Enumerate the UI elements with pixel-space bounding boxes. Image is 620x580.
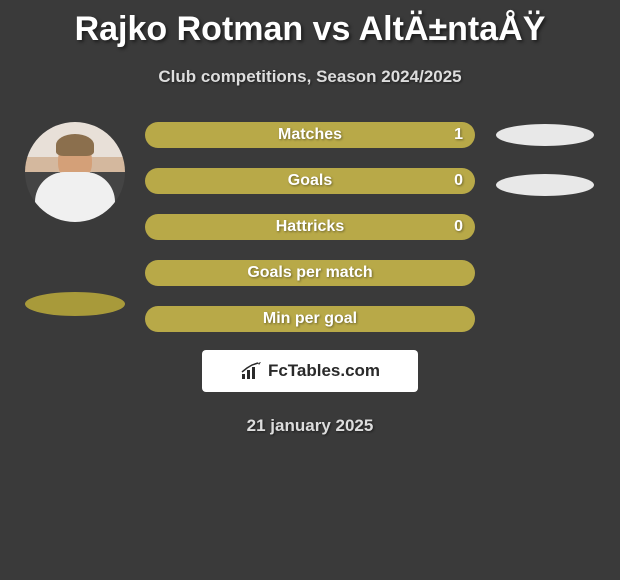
stat-label: Hattricks — [276, 218, 344, 236]
stat-bar-hattricks: Hattricks 0 — [145, 214, 475, 240]
logo-box[interactable]: FcTables.com — [202, 350, 418, 392]
chart-icon — [240, 362, 262, 380]
right-decor-ellipse-1 — [496, 124, 594, 146]
left-column — [10, 122, 140, 316]
avatar-body — [35, 172, 115, 222]
right-column — [480, 122, 610, 196]
main-container: Rajko Rotman vs AltÄ±ntaÅŸ Club competit… — [0, 0, 620, 436]
player-avatar — [25, 122, 125, 222]
stat-label: Goals — [288, 172, 332, 190]
subtitle: Club competitions, Season 2024/2025 — [10, 67, 610, 87]
stats-column: Matches 1 Goals 0 Hattricks 0 Goals per … — [140, 122, 480, 332]
left-decor-ellipse — [25, 292, 125, 316]
logo-text: FcTables.com — [268, 361, 380, 381]
stat-value: 1 — [454, 126, 463, 144]
stat-value: 0 — [454, 172, 463, 190]
right-decor-ellipse-2 — [496, 174, 594, 196]
stat-label: Matches — [278, 126, 342, 144]
stat-bar-goals: Goals 0 — [145, 168, 475, 194]
stat-bar-matches: Matches 1 — [145, 122, 475, 148]
page-title: Rajko Rotman vs AltÄ±ntaÅŸ — [10, 0, 610, 49]
date-text: 21 january 2025 — [10, 416, 610, 436]
stat-label: Goals per match — [247, 264, 372, 282]
stat-label: Min per goal — [263, 310, 357, 328]
stat-value: 0 — [454, 218, 463, 236]
stat-bar-gpm: Goals per match — [145, 260, 475, 286]
stat-bar-mpg: Min per goal — [145, 306, 475, 332]
content-row: Matches 1 Goals 0 Hattricks 0 Goals per … — [10, 122, 610, 332]
